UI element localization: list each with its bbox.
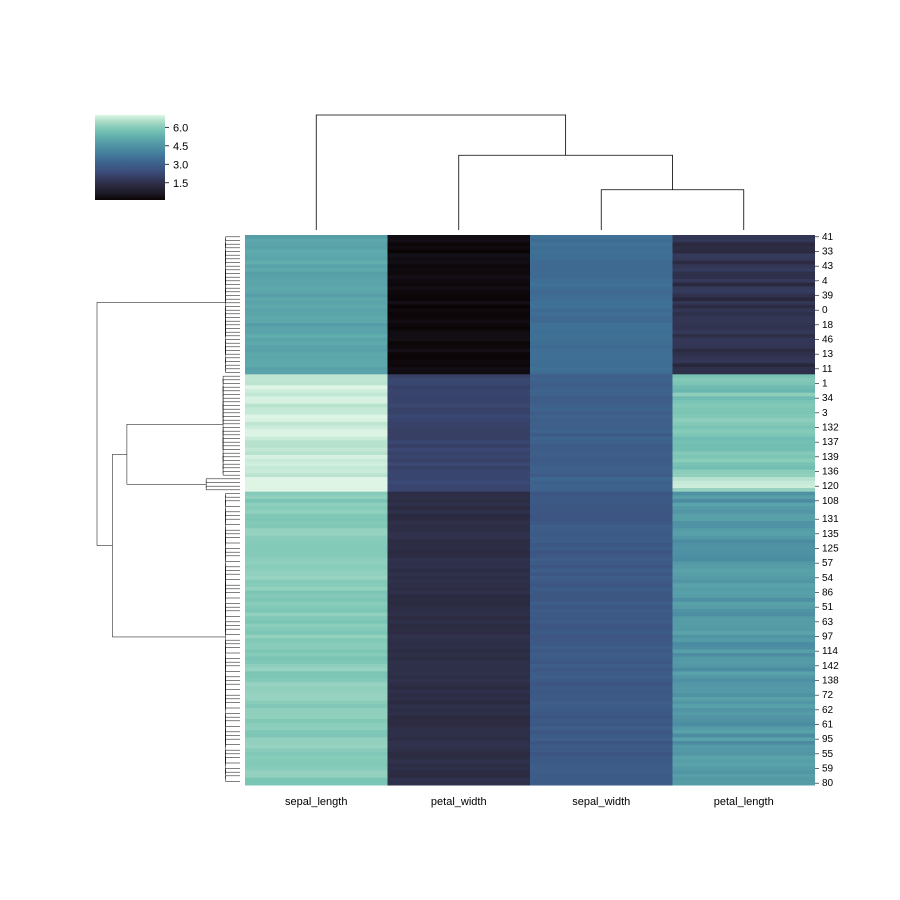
- row-label: 57: [822, 558, 834, 569]
- row-label: 131: [822, 514, 839, 525]
- row-label: 138: [822, 676, 839, 687]
- row-label: 43: [822, 261, 834, 272]
- clustermap-figure: 1.5 3.0 4.5 6.0 sepal_length petal_width sepal…: [0, 0, 900, 900]
- row-label: 63: [822, 617, 834, 628]
- column-label: sepal_length: [285, 796, 347, 808]
- row-label: 120: [822, 481, 839, 492]
- row-label: 13: [822, 349, 834, 360]
- row-label: 97: [822, 632, 834, 643]
- row-dendrogram: [97, 237, 240, 782]
- row-label: 80: [822, 778, 834, 789]
- colorbar-tick-label: 1.5: [173, 178, 188, 190]
- row-label: 135: [822, 529, 839, 540]
- row-label: 108: [822, 496, 839, 507]
- row-label: 59: [822, 764, 834, 775]
- row-label: 3: [822, 408, 828, 419]
- colorbar: [95, 115, 165, 200]
- row-label: 72: [822, 690, 834, 701]
- row-label: 41: [822, 232, 834, 243]
- column-label: sepal_width: [572, 796, 630, 808]
- row-label: 46: [822, 335, 834, 346]
- row-label: 11: [822, 364, 833, 375]
- row-label: 136: [822, 467, 839, 478]
- row-label: 86: [822, 588, 834, 599]
- row-label: 55: [822, 749, 834, 760]
- row-label: 62: [822, 705, 834, 716]
- row-label: 139: [822, 452, 839, 463]
- heatmap: [245, 235, 815, 786]
- row-label: 4: [822, 276, 828, 287]
- row-label: 142: [822, 661, 839, 672]
- row-label: 125: [822, 544, 839, 555]
- colorbar-tick-label: 6.0: [173, 122, 188, 134]
- colorbar-tick-label: 3.0: [173, 159, 188, 171]
- row-label: 95: [822, 734, 834, 745]
- row-label: 54: [822, 573, 834, 584]
- row-label: 61: [822, 720, 834, 731]
- row-label: 1: [822, 379, 828, 390]
- row-label: 132: [822, 423, 839, 434]
- row-label: 114: [822, 646, 838, 657]
- row-label: 34: [822, 393, 834, 404]
- row-label: 0: [822, 305, 828, 316]
- row-label: 51: [822, 602, 834, 613]
- row-label: 39: [822, 291, 834, 302]
- column-label: petal_length: [714, 796, 774, 808]
- row-label: 137: [822, 437, 839, 448]
- row-label: 33: [822, 247, 834, 258]
- column-dendrogram: [316, 115, 744, 230]
- column-label: petal_width: [431, 796, 487, 808]
- colorbar-tick-label: 4.5: [173, 141, 188, 153]
- row-label: 18: [822, 320, 834, 331]
